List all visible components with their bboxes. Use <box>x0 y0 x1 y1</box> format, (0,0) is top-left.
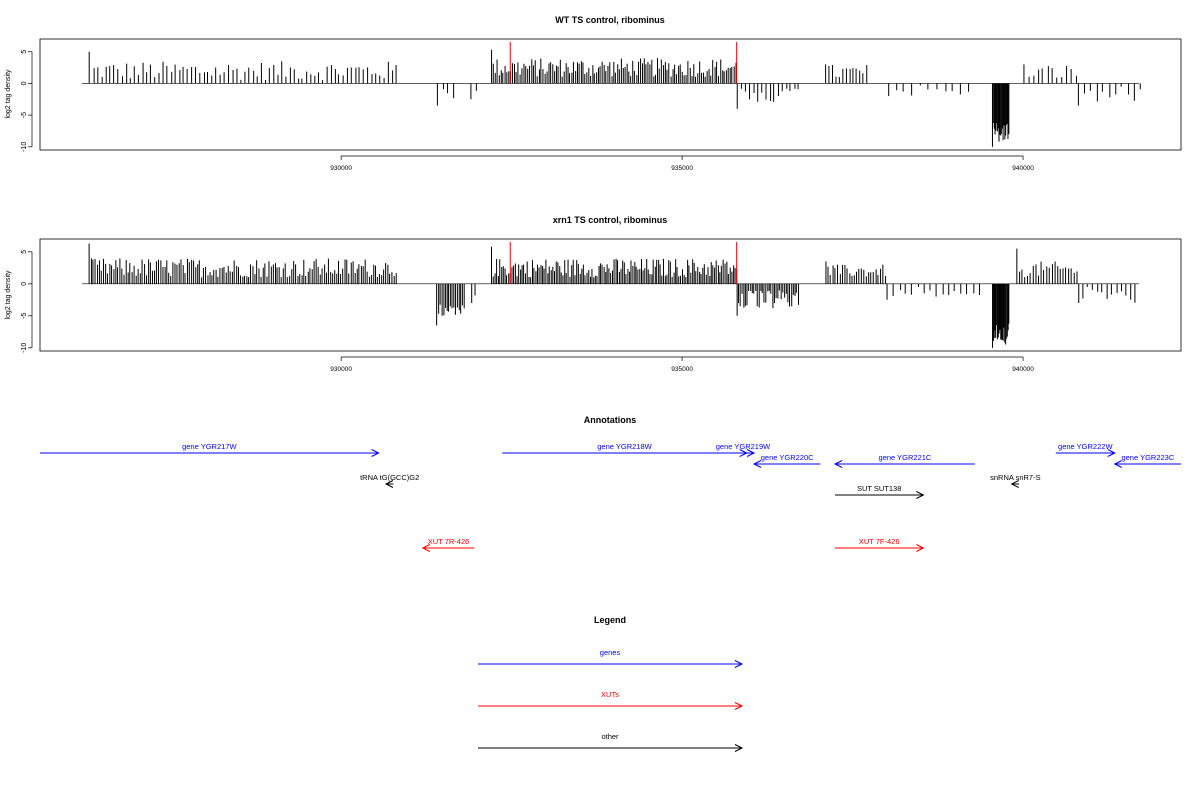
feature-label: gene YGR219W <box>716 442 771 451</box>
panel-xrn1: xrn1 TS control, ribominus log2 tag dens… <box>5 215 1182 373</box>
feature-label: gene YGR220C <box>761 453 814 462</box>
region-markers <box>509 242 738 284</box>
feature-gene-ygr217w: gene YGR217W <box>40 442 380 457</box>
x-tick-label: 940000 <box>1012 165 1034 172</box>
y-tick-label: 0 <box>21 282 28 286</box>
feature-label: gene YGR222W <box>1058 442 1113 451</box>
legend: Legend genes XUTs other <box>478 615 744 752</box>
x-tick-label: 935000 <box>671 165 693 172</box>
feature-label: gene YGR221C <box>879 453 932 462</box>
legend-item-other: other <box>478 732 744 752</box>
legend-title: Legend <box>594 615 626 625</box>
feature-label: gene YGR217W <box>182 442 237 451</box>
feature-gene-ygr223c: gene YGR223C <box>1113 453 1181 468</box>
feature-trna-tg-gcc-g2: tRNA tG(GCC)G2 <box>360 473 419 488</box>
plot-frame <box>39 238 1182 352</box>
feature-gene-ygr220c: gene YGR220C <box>752 453 821 468</box>
feature-label: gene YGR223C <box>1121 453 1174 462</box>
x-tick-label: 940000 <box>1012 366 1034 373</box>
feature-xut-7f-426: XUT 7F-426 <box>835 537 925 552</box>
y-tick-label: -10 <box>21 343 28 353</box>
density-bars <box>82 243 1139 348</box>
feature-label: XUT 7F-426 <box>859 537 900 546</box>
panel-wt: WT TS control, ribominus log2 tag densit… <box>5 15 1182 172</box>
y-tick-label: 0 <box>21 81 28 85</box>
panel-title: xrn1 TS control, ribominus <box>553 215 668 225</box>
legend-label: other <box>601 732 619 741</box>
feature-arrow-head <box>1113 460 1122 468</box>
legend-arrow-head <box>734 660 744 668</box>
x-axis: 930000 935000 940000 <box>330 356 1034 373</box>
feature-label: SUT SUT138 <box>857 484 901 493</box>
feature-arrow-head <box>1010 480 1019 488</box>
legend-label: genes <box>600 648 621 657</box>
density-bars <box>82 49 1141 147</box>
feature-arrow-head <box>833 460 843 468</box>
x-tick-label: 930000 <box>330 366 352 373</box>
feature-arrow-head <box>916 491 925 499</box>
x-axis: 930000 935000 940000 <box>330 155 1034 172</box>
legend-arrow-head <box>734 744 744 752</box>
y-axis: 5 0 -5 -10 <box>21 50 33 152</box>
y-axis: 5 0 -5 -10 <box>21 250 33 353</box>
feature-gene-ygr222w: gene YGR222W <box>1055 442 1116 457</box>
feature-arrow-head <box>916 544 925 552</box>
region-markers <box>509 42 738 84</box>
y-tick-label: -10 <box>21 142 28 152</box>
x-tick-label: 935000 <box>671 366 693 373</box>
y-axis-label: log2 tag density <box>5 270 12 320</box>
feature-label: gene YGR218W <box>597 442 652 451</box>
y-axis-label: log2 tag density <box>5 69 12 119</box>
feature-arrow-head <box>1107 449 1116 457</box>
feature-label: XUT 7R-426 <box>428 537 470 546</box>
panel-title: WT TS control, ribominus <box>555 15 665 25</box>
annotations-track: Annotations gene YGR217W gene YGR218W gene… <box>40 415 1181 552</box>
feature-sut-sut138: SUT SUT138 <box>835 484 925 499</box>
feature-gene-ygr218w: gene YGR218W <box>502 442 748 457</box>
y-tick-label: 5 <box>21 50 28 54</box>
feature-arrow-head <box>421 544 431 552</box>
legend-arrow-head <box>734 702 744 710</box>
x-tick-label: 930000 <box>330 165 352 172</box>
feature-gene-ygr221c: gene YGR221C <box>833 453 975 468</box>
feature-snrna-snr7-s: snRNA snR7-S <box>990 473 1041 488</box>
feature-xut-7r-426: XUT 7R-426 <box>421 537 475 552</box>
legend-items: genes XUTs other <box>478 648 744 752</box>
feature-label: tRNA tG(GCC)G2 <box>360 473 419 482</box>
feature-label: snRNA snR7-S <box>990 473 1040 482</box>
legend-item-xut: XUTs <box>478 690 744 710</box>
feature-gene-ygr219w: gene YGR219W <box>716 442 771 457</box>
feature-list: gene YGR217W gene YGR218W gene YGR219W gene… <box>40 442 1181 552</box>
feature-arrow-head <box>371 449 380 457</box>
y-tick-label: -5 <box>21 112 28 118</box>
annotations-title: Annotations <box>584 415 637 425</box>
y-tick-label: -5 <box>21 313 28 319</box>
feature-arrow-head <box>384 480 394 488</box>
legend-item-gene: genes <box>478 648 744 668</box>
legend-label: XUTs <box>601 690 619 699</box>
plot-frame <box>39 38 1182 151</box>
feature-arrow-head <box>752 460 762 468</box>
feature-arrow-head <box>746 449 756 457</box>
y-tick-label: 5 <box>21 250 28 254</box>
